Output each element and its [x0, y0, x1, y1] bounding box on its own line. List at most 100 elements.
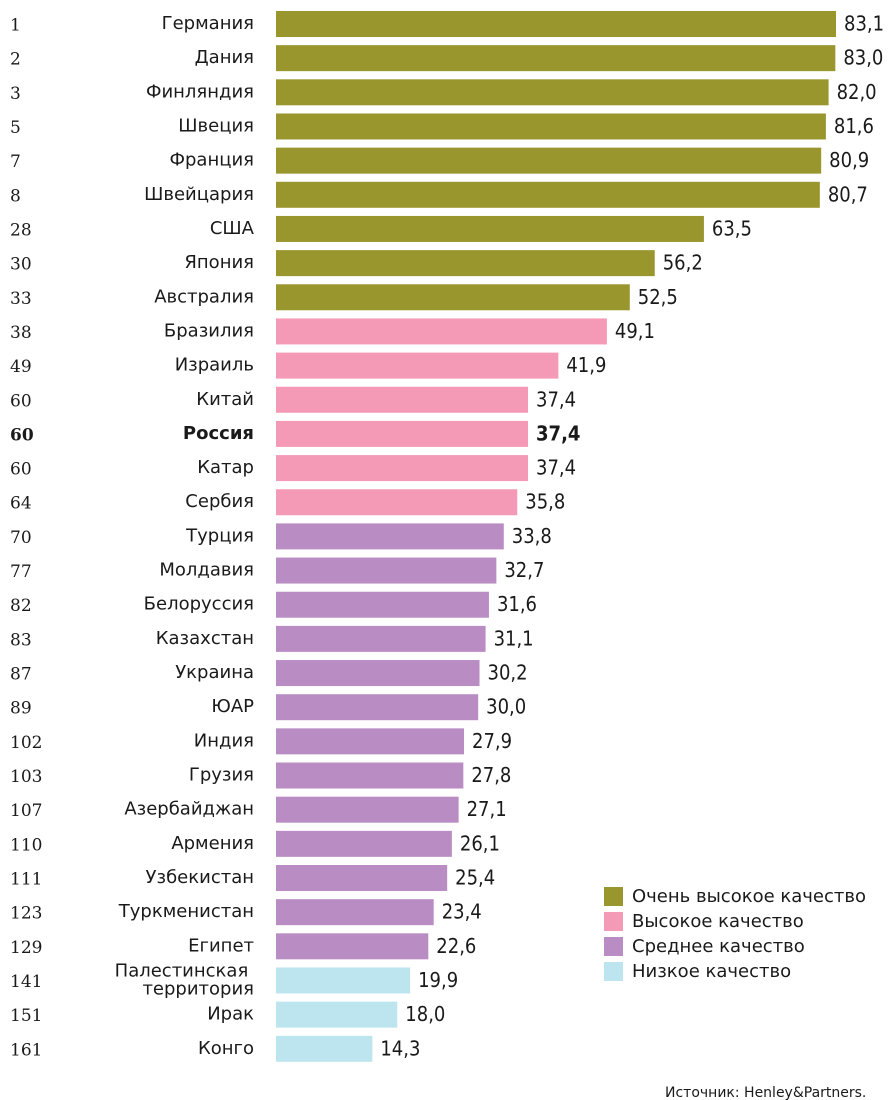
rank: 30 [10, 255, 32, 275]
rank: 151 [10, 1006, 42, 1026]
value-label: 18,0 [405, 1002, 445, 1026]
bar [276, 352, 559, 379]
category-label: Грузия [189, 765, 254, 786]
bar [276, 625, 486, 652]
value-label: 56,2 [663, 251, 703, 275]
rank: 38 [10, 323, 32, 343]
value-label: 31,6 [497, 592, 537, 616]
value-label: 31,1 [494, 626, 534, 650]
value-label: 81,6 [834, 114, 874, 138]
rank: 129 [10, 938, 42, 958]
bar [276, 284, 630, 311]
value-label: 19,9 [418, 968, 458, 992]
bar [276, 11, 836, 37]
rank: 77 [10, 562, 32, 582]
category-label: ЮАР [211, 696, 254, 717]
value-label: 22,6 [436, 934, 476, 958]
bar [276, 45, 836, 72]
rank: 110 [10, 835, 42, 855]
rank: 7 [10, 152, 21, 172]
category-label: Конго [198, 1038, 254, 1059]
bar [276, 215, 704, 242]
category-label: Палестинская территория [115, 960, 254, 999]
value-label: 83,0 [843, 46, 883, 70]
value-label: 25,4 [455, 866, 495, 890]
category-label: Катар [197, 457, 254, 478]
bar [276, 489, 518, 516]
value-label: 37,4 [536, 456, 576, 480]
rank: 60 [10, 425, 34, 445]
value-label: 37,4 [536, 387, 576, 411]
rank: 60 [10, 391, 32, 411]
rank: 33 [10, 289, 32, 309]
category-label: Израиль [175, 355, 254, 376]
category-label: Украина [175, 662, 254, 683]
rank: 87 [10, 665, 32, 685]
value-label: 63,5 [712, 216, 752, 240]
category-label: США [210, 218, 255, 239]
category-label: Франция [170, 150, 255, 171]
category-label: Германия [162, 13, 254, 34]
bar [276, 455, 529, 482]
value-label: 80,7 [828, 182, 868, 206]
value-label: 27,1 [467, 797, 507, 821]
bar [276, 762, 464, 789]
value-label: 30,2 [488, 661, 528, 685]
value-label: 82,0 [837, 80, 877, 104]
category-label: Индия [194, 730, 254, 751]
category-label: Дания [195, 47, 254, 68]
value-label: 35,8 [525, 490, 565, 514]
rank: 8 [10, 186, 21, 206]
legend-swatch [604, 887, 623, 906]
source: Источник: Henley&Partners. [665, 1085, 866, 1100]
rank: 82 [10, 596, 32, 616]
category-label: Ирак [207, 1004, 254, 1025]
bar [276, 79, 829, 106]
bar [276, 933, 429, 960]
rank: 89 [10, 699, 32, 719]
category-label: Швейцария [144, 184, 254, 205]
legend-label: Очень высокое качество [632, 886, 866, 907]
bar [276, 250, 655, 277]
category-label: Финляндия [146, 81, 254, 102]
bar [276, 967, 411, 994]
category-label: Азербайджан [124, 799, 254, 820]
rank: 161 [10, 1040, 42, 1060]
bar [276, 386, 529, 413]
rank: 3 [10, 84, 21, 104]
bar [276, 420, 529, 447]
rank: 2 [10, 50, 21, 70]
rank: 107 [10, 801, 42, 821]
bar [276, 1035, 373, 1062]
rank: 123 [10, 904, 42, 924]
bar [276, 728, 465, 755]
value-label: 14,3 [380, 1036, 420, 1060]
rank: 49 [10, 357, 32, 377]
category-label: Египет [188, 935, 254, 956]
category-label: Австралия [154, 286, 254, 307]
category-label: Белоруссия [144, 594, 254, 615]
bar [276, 523, 504, 550]
legend-label: Среднее качество [632, 936, 805, 957]
rank: 103 [10, 767, 42, 787]
value-label: 27,9 [472, 729, 512, 753]
category-label: Молдавия [159, 560, 254, 581]
bar [276, 694, 479, 721]
value-label: 27,8 [471, 763, 511, 787]
value-label: 49,1 [615, 319, 655, 343]
category-label: Казахстан [156, 628, 254, 649]
bar [276, 1001, 398, 1028]
rank: 28 [10, 220, 32, 240]
rank: 60 [10, 460, 32, 480]
rank: 70 [10, 528, 32, 548]
category-label: Китай [196, 389, 254, 410]
bar [276, 796, 459, 823]
rank: 83 [10, 630, 32, 650]
legend-label: Высокое качество [632, 911, 804, 932]
bar [276, 830, 452, 857]
category-label: Россия [183, 423, 254, 444]
value-label: 32,7 [504, 558, 544, 582]
rank: 5 [10, 118, 21, 138]
value-label: 41,9 [566, 353, 606, 377]
